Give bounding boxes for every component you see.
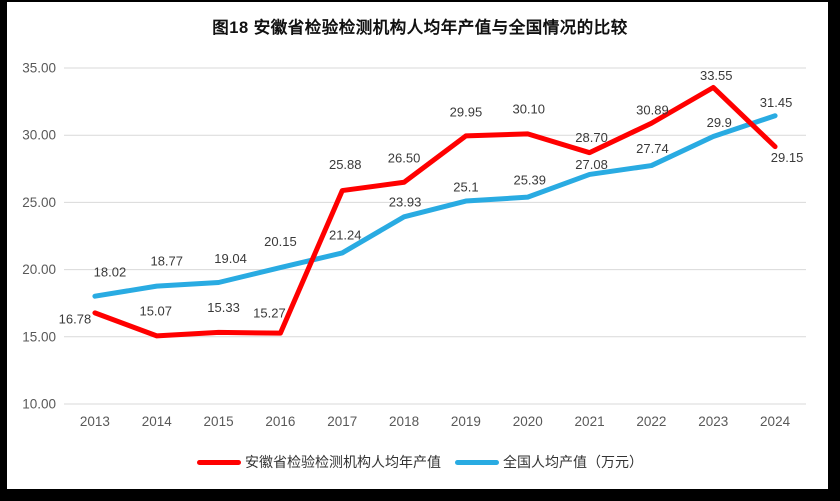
y-tick-label: 35.00	[22, 61, 56, 76]
x-tick-label: 2022	[636, 414, 666, 429]
y-tick-label: 15.00	[22, 329, 56, 344]
x-tick-label: 2013	[80, 414, 110, 429]
data-label: 15.07	[139, 303, 172, 318]
data-label: 18.77	[150, 254, 183, 269]
data-label: 28.70	[575, 130, 608, 145]
x-tick-label: 2014	[142, 414, 173, 429]
data-label: 18.02	[94, 265, 127, 280]
series-line	[92, 84, 778, 339]
x-tick-label: 2015	[204, 414, 234, 429]
y-tick-label: 20.00	[22, 262, 56, 277]
data-label: 19.04	[214, 251, 247, 266]
data-label: 20.15	[264, 234, 297, 249]
data-label: 23.93	[389, 194, 422, 209]
data-label: 30.89	[636, 103, 669, 118]
data-label: 26.50	[388, 151, 421, 166]
x-tick-label: 2017	[327, 414, 357, 429]
data-label: 33.55	[700, 68, 733, 83]
data-label: 25.39	[513, 173, 546, 188]
chart-legend: 安徽省检验检测机构人均年产值 全国人均产值（万元）	[0, 452, 840, 472]
data-label: 30.10	[512, 101, 545, 116]
window-border-top	[0, 0, 840, 2]
data-label: 25.88	[329, 157, 362, 172]
blue-line-swatch	[455, 459, 499, 465]
chart-title: 图18 安徽省检验检测机构人均年产值与全国情况的比较	[212, 19, 628, 37]
data-label: 29.9	[707, 115, 732, 130]
red-line-swatch	[197, 459, 241, 465]
y-tick-label: 25.00	[22, 195, 56, 210]
x-tick-label: 2020	[513, 414, 543, 429]
data-label: 27.74	[636, 141, 669, 156]
line-chart: 10.00 15.00 20.00 25.00 30.00 35.00 2013 2014 20…	[22, 61, 806, 429]
window-border-bottom	[0, 489, 840, 501]
window-border-right	[828, 0, 840, 501]
window-border-left	[0, 0, 7, 501]
data-label: 15.27	[253, 306, 286, 321]
legend-item-national: 全国人均产值（万元）	[455, 452, 643, 472]
data-label: 27.08	[575, 157, 608, 172]
x-tick-label: 2018	[389, 414, 419, 429]
x-tick-label: 2024	[760, 414, 791, 429]
series-line	[92, 113, 778, 299]
x-tick-label: 2021	[575, 414, 605, 429]
data-label: 31.45	[760, 95, 793, 110]
x-tick-label: 2016	[265, 414, 295, 429]
legend-label-national: 全国人均产值（万元）	[503, 454, 643, 470]
legend-item-anhui: 安徽省检验检测机构人均年产值	[197, 452, 441, 472]
x-tick-label: 2023	[698, 414, 728, 429]
data-label: 16.78	[59, 311, 92, 326]
data-label: 29.95	[450, 104, 483, 119]
data-label: 29.15	[771, 150, 804, 165]
x-tick-label: 2019	[451, 414, 481, 429]
legend-label-anhui: 安徽省检验检测机构人均年产值	[245, 454, 441, 470]
data-label: 15.33	[207, 300, 240, 315]
data-label: 25.1	[453, 180, 478, 195]
y-tick-label: 30.00	[22, 128, 56, 143]
y-tick-label: 10.00	[22, 397, 56, 412]
data-label: 21.24	[329, 227, 362, 242]
